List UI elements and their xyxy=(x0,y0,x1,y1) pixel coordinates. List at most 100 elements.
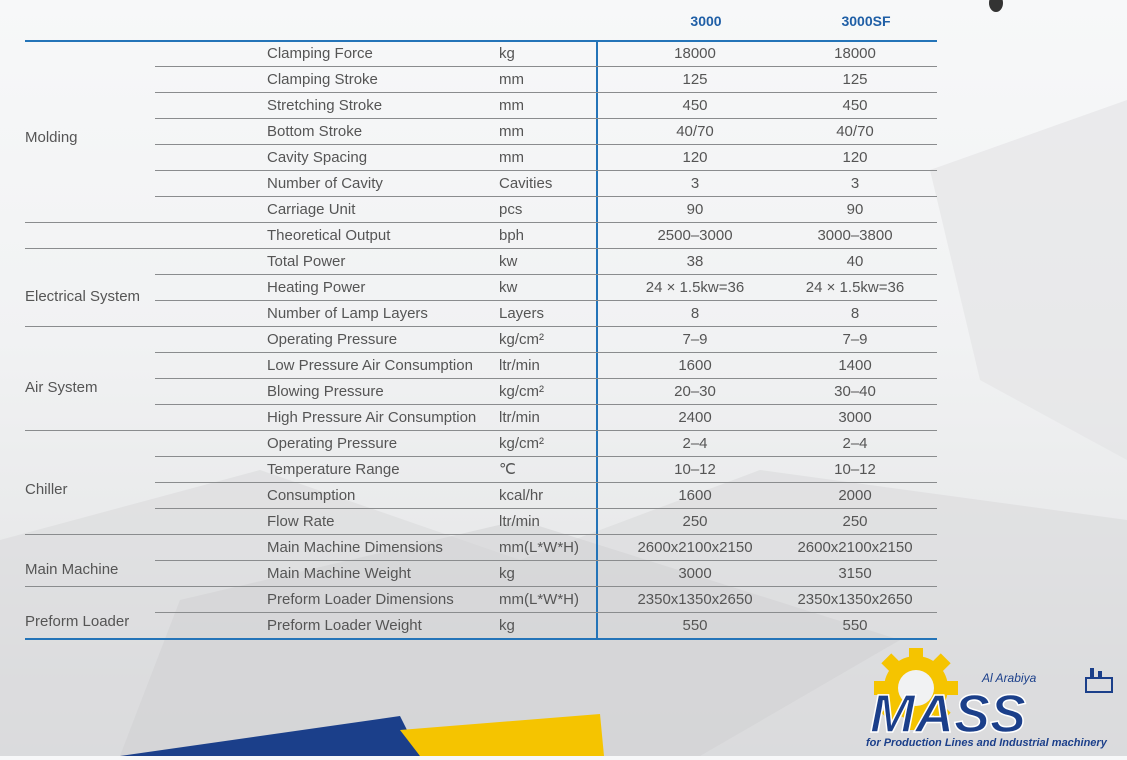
logo-tagline: for Production Lines and Industrial mach… xyxy=(866,737,1107,749)
param-name: High Pressure Air Consumption xyxy=(267,409,477,426)
param-name: Clamping Stroke xyxy=(267,71,378,88)
value-3000sf: 450 xyxy=(842,97,868,114)
param-unit: kg xyxy=(499,565,515,582)
row-divider xyxy=(155,196,937,197)
value-3000: 7–9 xyxy=(682,331,708,348)
row-divider xyxy=(155,300,937,301)
row-divider xyxy=(25,430,937,431)
category-chiller: Chiller xyxy=(25,481,68,498)
param-name: Operating Pressure xyxy=(267,331,398,348)
param-name: Preform Loader Dimensions xyxy=(267,591,454,608)
param-unit: kg/cm² xyxy=(499,435,544,452)
row-divider xyxy=(155,508,937,509)
value-3000: 90 xyxy=(686,201,704,218)
value-3000: 8 xyxy=(690,305,700,322)
value-3000sf: 2350x1350x2650 xyxy=(797,591,913,608)
param-unit: bph xyxy=(499,227,525,244)
value-3000: 2350x1350x2650 xyxy=(637,591,753,608)
value-3000: 125 xyxy=(682,71,708,88)
table-bottom-border xyxy=(25,638,937,640)
param-unit: mm xyxy=(499,97,524,114)
value-3000sf: 7–9 xyxy=(842,331,868,348)
row-divider xyxy=(25,534,937,535)
param-unit: ℃ xyxy=(499,461,516,478)
row-divider xyxy=(155,612,937,613)
table-top-border xyxy=(25,40,937,42)
row-divider xyxy=(155,118,937,119)
param-name: Operating Pressure xyxy=(267,435,398,452)
value-3000sf: 40/70 xyxy=(836,123,874,140)
param-name: Carriage Unit xyxy=(267,201,356,218)
value-3000sf: 8 xyxy=(850,305,860,322)
row-divider xyxy=(155,560,937,561)
column-header-3000sf: 3000SF xyxy=(841,13,891,29)
param-name: Main Machine Dimensions xyxy=(267,539,443,556)
param-name: Low Pressure Air Consumption xyxy=(267,357,473,374)
value-3000sf: 1400 xyxy=(838,357,872,374)
value-3000sf: 2600x2100x2150 xyxy=(797,539,913,556)
value-3000: 550 xyxy=(682,617,708,634)
logo-brand-top: Al Arabiya xyxy=(981,671,1037,685)
row-divider xyxy=(25,248,937,249)
param-name: Blowing Pressure xyxy=(267,383,384,400)
param-name: Clamping Force xyxy=(267,45,373,62)
param-name: Number of Lamp Layers xyxy=(267,305,428,322)
param-name: Consumption xyxy=(267,487,356,504)
param-unit: kg/cm² xyxy=(499,383,544,400)
value-3000: 1600 xyxy=(678,357,712,374)
decorative-stripes xyxy=(120,714,604,756)
value-3000: 10–12 xyxy=(674,461,716,478)
param-name: Stretching Stroke xyxy=(267,97,383,114)
param-name: Flow Rate xyxy=(267,513,335,530)
value-3000sf: 24 × 1.5kw=36 xyxy=(805,279,905,296)
param-unit: mm(L*W*H) xyxy=(499,591,579,608)
row-divider xyxy=(155,144,937,145)
param-name: Theoretical Output xyxy=(267,227,391,244)
value-3000: 3000 xyxy=(678,565,712,582)
value-3000: 250 xyxy=(682,513,708,530)
value-3000: 20–30 xyxy=(674,383,716,400)
value-3000sf: 90 xyxy=(846,201,864,218)
param-unit: ltr/min xyxy=(499,409,540,426)
table-divider xyxy=(596,41,598,638)
column-header-3000: 3000 xyxy=(690,13,722,29)
category-electrical-system: Electrical System xyxy=(25,288,141,305)
row-divider xyxy=(25,222,937,223)
param-unit: kg xyxy=(499,45,515,62)
param-unit: ltr/min xyxy=(499,513,540,530)
param-name: Number of Cavity xyxy=(267,175,383,192)
param-name: Cavity Spacing xyxy=(267,149,368,166)
row-divider xyxy=(155,482,937,483)
param-unit: mm xyxy=(499,149,524,166)
param-name: Temperature Range xyxy=(267,461,400,478)
value-3000sf: 10–12 xyxy=(834,461,876,478)
value-3000sf: 40 xyxy=(846,253,864,270)
value-3000: 1600 xyxy=(678,487,712,504)
row-divider xyxy=(155,274,937,275)
value-3000sf: 550 xyxy=(842,617,868,634)
param-unit: mm xyxy=(499,123,524,140)
value-3000sf: 3 xyxy=(850,175,860,192)
param-unit: kg xyxy=(499,617,515,634)
row-divider xyxy=(25,586,937,587)
param-unit: Layers xyxy=(499,305,545,322)
value-3000: 18000 xyxy=(674,45,716,62)
param-name: Bottom Stroke xyxy=(267,123,363,140)
row-divider xyxy=(25,326,937,327)
value-3000: 2600x2100x2150 xyxy=(637,539,753,556)
row-divider xyxy=(155,170,937,171)
row-divider xyxy=(155,404,937,405)
value-3000: 3 xyxy=(690,175,700,192)
param-name: Total Power xyxy=(267,253,346,270)
value-3000: 2–4 xyxy=(682,435,708,452)
row-divider xyxy=(155,92,937,93)
value-3000: 24 × 1.5kw=36 xyxy=(645,279,745,296)
param-unit: pcs xyxy=(499,201,523,218)
value-3000sf: 30–40 xyxy=(834,383,876,400)
factory-icon xyxy=(1085,668,1113,693)
value-3000sf: 120 xyxy=(842,149,868,166)
value-3000sf: 18000 xyxy=(834,45,876,62)
value-3000sf: 125 xyxy=(842,71,868,88)
param-name: Main Machine Weight xyxy=(267,565,411,582)
value-3000: 120 xyxy=(682,149,708,166)
